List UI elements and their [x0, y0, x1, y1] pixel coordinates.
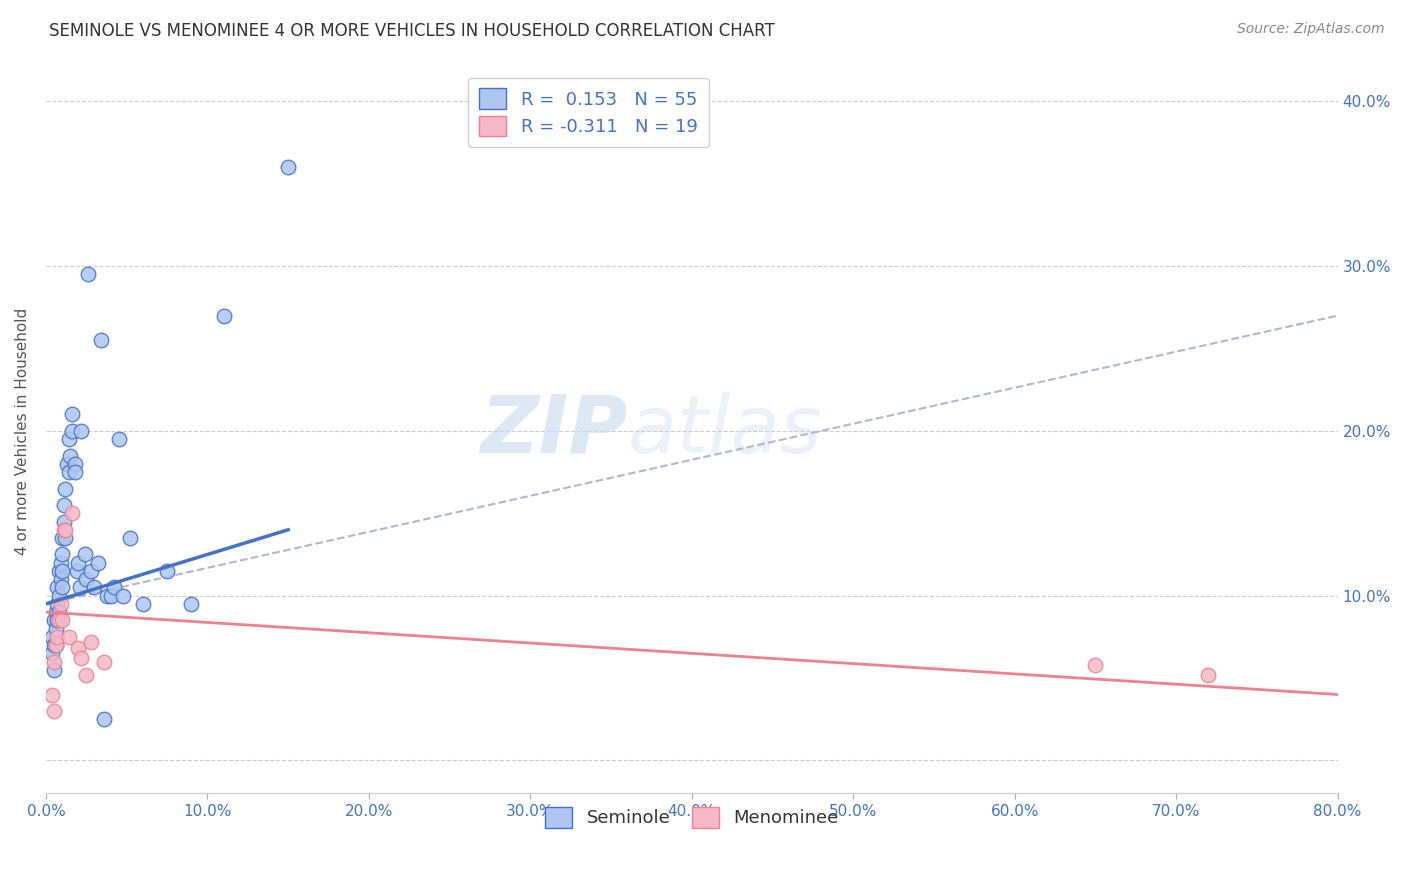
Point — [80, 564, 103, 578]
Point — [212, 309, 235, 323]
Point — [1084, 657, 1107, 672]
Point — [42, 638, 65, 652]
Point — [103, 581, 125, 595]
Point — [41, 630, 63, 644]
Point — [46, 597, 69, 611]
Point — [48, 589, 70, 603]
Point — [49, 597, 72, 611]
Point — [60, 408, 83, 422]
Point — [63, 465, 86, 479]
Point — [90, 334, 112, 348]
Point — [45, 638, 67, 652]
Point — [41, 646, 63, 660]
Point — [51, 564, 73, 578]
Point — [86, 556, 108, 570]
Point — [42, 704, 65, 718]
Point — [46, 613, 69, 627]
Text: SEMINOLE VS MENOMINEE 4 OR MORE VEHICLES IN HOUSEHOLD CORRELATION CHART: SEMINOLE VS MENOMINEE 4 OR MORE VEHICLES… — [49, 22, 775, 40]
Point — [58, 630, 80, 644]
Legend: Seminole, Menominee: Seminole, Menominee — [537, 800, 846, 835]
Point — [156, 564, 179, 578]
Point — [118, 531, 141, 545]
Point — [42, 613, 65, 627]
Text: atlas: atlas — [627, 392, 823, 470]
Point — [80, 634, 103, 648]
Point — [63, 457, 86, 471]
Point — [48, 605, 70, 619]
Point — [51, 548, 73, 562]
Y-axis label: 4 or more Vehicles in Household: 4 or more Vehicles in Household — [15, 308, 30, 555]
Point — [49, 556, 72, 570]
Point — [69, 581, 91, 595]
Point — [70, 424, 93, 438]
Point — [67, 556, 90, 570]
Point — [45, 605, 67, 619]
Point — [53, 482, 76, 496]
Point — [48, 564, 70, 578]
Point — [60, 424, 83, 438]
Point — [180, 597, 202, 611]
Point — [51, 581, 73, 595]
Point — [42, 663, 65, 677]
Point — [52, 498, 75, 512]
Point — [93, 655, 115, 669]
Point — [1198, 667, 1220, 681]
Point — [53, 531, 76, 545]
Point — [93, 712, 115, 726]
Point — [75, 667, 97, 681]
Point — [45, 638, 67, 652]
Point — [59, 449, 82, 463]
Point — [52, 523, 75, 537]
Point — [67, 641, 90, 656]
Point — [48, 613, 70, 627]
Point — [58, 432, 80, 446]
Point — [96, 589, 118, 603]
Point — [41, 688, 63, 702]
Point — [100, 589, 122, 603]
Point — [46, 581, 69, 595]
Point — [51, 613, 73, 627]
Point — [58, 465, 80, 479]
Point — [132, 597, 155, 611]
Point — [52, 515, 75, 529]
Point — [45, 622, 67, 636]
Point — [83, 581, 105, 595]
Point — [75, 572, 97, 586]
Text: ZIP: ZIP — [479, 392, 627, 470]
Point — [112, 589, 135, 603]
Point — [277, 161, 299, 175]
Point — [73, 548, 96, 562]
Point — [66, 564, 89, 578]
Point — [46, 630, 69, 644]
Point — [53, 523, 76, 537]
Point — [60, 506, 83, 520]
Point — [107, 432, 129, 446]
Point — [42, 655, 65, 669]
Point — [56, 457, 79, 471]
Point — [49, 572, 72, 586]
Point — [77, 268, 100, 282]
Point — [51, 531, 73, 545]
Text: Source: ZipAtlas.com: Source: ZipAtlas.com — [1237, 22, 1385, 37]
Point — [70, 651, 93, 665]
